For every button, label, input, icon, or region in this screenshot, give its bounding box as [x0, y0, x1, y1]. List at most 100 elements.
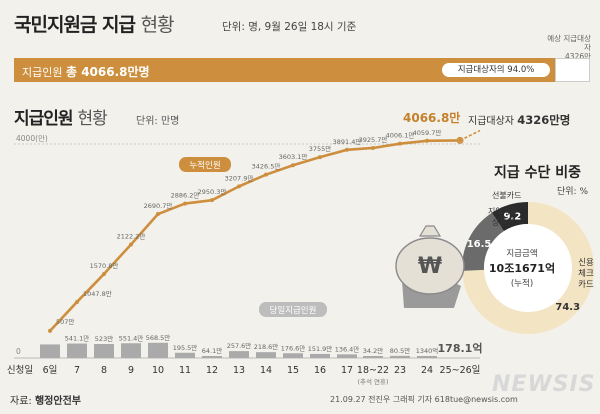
x-tick-label: 6일	[43, 365, 58, 376]
x-tick-label: 11	[179, 365, 191, 376]
cumulative-point-label: 1047.8만	[83, 289, 112, 298]
cumulative-point	[129, 242, 133, 247]
x-tick-label: 13	[233, 365, 245, 376]
unit-note: 단위: 명, 9월 26일 18시 기준	[222, 21, 357, 33]
summary-ratio-badge: 지급대상자의 94.0%	[442, 63, 550, 77]
cumulative-point-label: 3207.9만	[225, 173, 254, 182]
y-axis-top-label: 4000(만)	[16, 134, 48, 143]
cumulative-point	[291, 163, 295, 168]
cumulative-line	[49, 139, 461, 332]
daily-bar	[390, 355, 410, 358]
cumulative-point	[210, 198, 214, 203]
cumulative-point-label: 3891.4만	[333, 137, 362, 146]
cumulative-point-label: 4059.7만	[413, 128, 442, 137]
donut-label-credit: 체크	[578, 268, 594, 279]
daily-bar-label: 64.1만	[202, 346, 222, 355]
cumulative-point-label: 2886.2만	[171, 191, 200, 200]
cumulative-point-label: 2690.7만	[144, 201, 173, 210]
daily-bar-label: 195.5만	[173, 343, 198, 352]
donut-center-line1: 지급금액	[506, 248, 537, 259]
x-tick-label: 15	[287, 365, 299, 376]
page-title: 국민지원금 지급 현황	[14, 14, 175, 36]
cumulative-legend-label: 누적인원	[189, 160, 220, 171]
x-tick-label: 17	[341, 365, 353, 376]
total-amount-label: 178.1억	[438, 342, 483, 355]
donut-label-prepaid: 선불카드	[492, 190, 521, 200]
daily-bar-label: 523만	[95, 334, 113, 343]
donut-label-local-2: 상품권	[492, 217, 514, 227]
daily-bar	[202, 356, 222, 358]
cumulative-legend-tag	[179, 157, 231, 172]
newsis-logo: NEWSIS	[492, 372, 596, 397]
daily-bar	[417, 356, 437, 358]
x-tick-label: 신청일	[7, 365, 33, 376]
daily-bar-label: 1340억	[416, 347, 439, 355]
donut-unit: 단위: %	[557, 187, 589, 197]
summary-bar-remainder	[555, 58, 590, 82]
cumulative-point	[318, 155, 322, 160]
x-tick-label: 25~26일	[440, 365, 481, 376]
cumulative-point	[398, 141, 402, 146]
donut-label-credit: 신용	[578, 258, 594, 268]
cumulative-point-label: 3603.1만	[279, 152, 308, 161]
cumulative-point-label: 1570.8만	[90, 261, 119, 270]
donut-slice	[491, 202, 528, 232]
cumulative-point-label: 3426.5만	[252, 162, 281, 171]
section-title: 지급인원 현황	[14, 109, 108, 129]
daily-bar-label: 541.1만	[65, 334, 90, 343]
y-axis-zero: 0	[16, 347, 21, 356]
daily-bar-label: 34.2만	[363, 346, 383, 355]
cumulative-point-label: 507만	[56, 317, 74, 326]
daily-bar	[67, 343, 87, 358]
donut-label-credit: 카드	[578, 280, 594, 290]
x-tick-label: 24	[421, 365, 433, 376]
credit: 21.09.27 전진우 그래픽 기자 618tue@newsis.com	[330, 395, 518, 404]
source: 자료: 행정안전부	[10, 396, 81, 407]
x-tick-label: 12	[206, 365, 218, 376]
cumulative-point-label: 3925.7만	[359, 135, 388, 144]
cumulative-point	[102, 271, 106, 276]
cumulative-point	[183, 201, 187, 206]
daily-bar-label: 176.6만	[281, 343, 306, 352]
money-bag-neck	[418, 225, 442, 237]
cumulative-point-label: 4006.1만	[386, 131, 415, 140]
x-tick-note: (추석 연휴)	[357, 377, 388, 386]
daily-bar	[229, 351, 249, 358]
daily-bar	[363, 356, 383, 358]
donut-slice	[462, 202, 594, 334]
donut-center-line3: (누적)	[511, 278, 533, 289]
donut-value-label: 16.5	[467, 239, 492, 250]
cumulative-point-label: 2122.2만	[117, 231, 146, 240]
x-tick-label: 10	[152, 365, 164, 376]
daily-bar	[94, 344, 114, 358]
daily-bar-label: 151.9만	[308, 344, 333, 353]
donut-value-label: 9.2	[503, 211, 521, 222]
daily-bar	[121, 343, 141, 358]
daily-bar	[256, 352, 276, 358]
x-tick-label: 7	[74, 365, 80, 376]
x-tick-label: 18~22	[357, 365, 389, 376]
x-tick-label: 23	[394, 365, 406, 376]
cumulative-point	[237, 184, 241, 189]
daily-bar-label: 136.4만	[335, 344, 360, 353]
x-tick-label: 9	[128, 365, 134, 376]
cumulative-point	[345, 147, 349, 152]
target-label: 지급대상자 4326만명	[468, 113, 571, 127]
x-tick-label: 16	[314, 365, 326, 376]
daily-bar	[283, 353, 303, 358]
summary-bar-label: 지급인원 총 4066.8만명	[22, 65, 150, 79]
donut-value-label: 74.3	[555, 302, 580, 313]
money-bag-icon	[395, 237, 465, 295]
donut-slice	[461, 212, 504, 271]
donut-center-line2: 10조1671억	[489, 262, 555, 275]
daily-bar-label: 568.5만	[146, 333, 171, 342]
daily-bar-label: 551.4만	[119, 333, 144, 342]
daily-bar	[310, 353, 330, 358]
cumulative-point	[425, 138, 429, 143]
section-unit: 단위: 만명	[136, 116, 180, 127]
daily-bar	[148, 342, 168, 358]
target-extension	[459, 129, 481, 142]
won-icon: ₩	[418, 254, 442, 279]
donut-center	[484, 224, 572, 312]
